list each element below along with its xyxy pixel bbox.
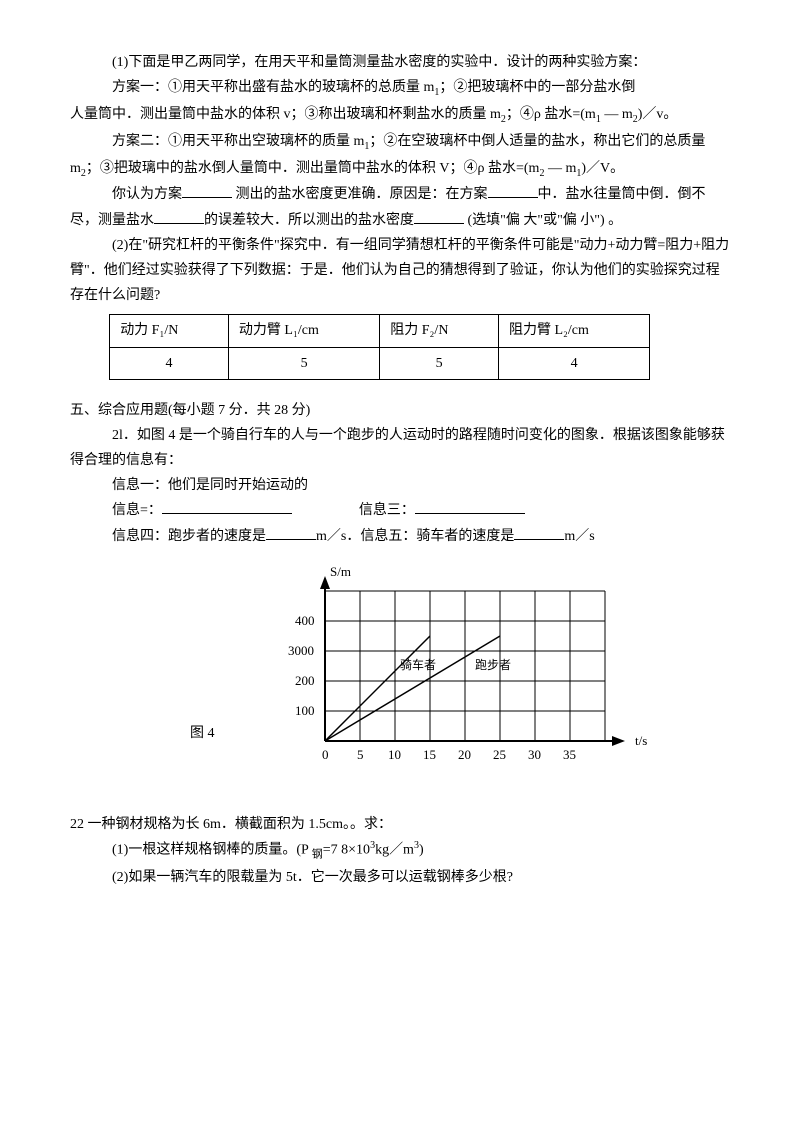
x-arrow-icon: [612, 736, 625, 746]
q1-p1: (1)下面是甲乙两同学，在用天平和量筒测量盐水密度的实验中．设计的两种实验方案：: [70, 50, 730, 75]
table-row: 4 5 5 4: [110, 347, 650, 379]
blank-info5[interactable]: [514, 525, 564, 540]
cyclist-line: [325, 636, 430, 741]
info3-label: 信息三：: [359, 503, 415, 518]
text: kg／m: [375, 843, 414, 858]
svg-text:3000: 3000: [288, 643, 314, 658]
section5-title: 五、综合应用题(每小题 7 分．共 28 分): [70, 398, 730, 423]
text: 方案二：①用天平称出空玻璃杯的质量 m: [112, 134, 364, 149]
blank-info2[interactable]: [162, 499, 292, 514]
text: 人量筒中．测出量筒中盐水的体积 v；③称出玻璃和杯剩盐水的质量 m: [70, 107, 501, 122]
th-l1: 动力臂 L₁/cm: [228, 315, 379, 347]
th-f1: 动力 F₁/N: [110, 315, 229, 347]
svg-text:0: 0: [322, 747, 329, 762]
svg-text:20: 20: [458, 747, 471, 762]
text: ；②把玻璃杯中的一部分盐水倒: [439, 80, 635, 95]
svg-text:10: 10: [388, 747, 401, 762]
q22-part2: (2)如果一辆汽车的限载量为 5t．它一次最多可以运载钢棒多少根?: [70, 865, 730, 890]
text: ；④ρ 盐水=(m: [506, 107, 596, 122]
td-f1: 4: [110, 347, 229, 379]
text: 测出的盐水密度更准确．原因是：在方案: [232, 187, 488, 202]
q1-plan1-line1: 方案一：①用天平称出盛有盐水的玻璃杯的总质量 m1；②把玻璃杯中的一部分盐水倒: [70, 75, 730, 102]
svg-text:35: 35: [563, 747, 576, 762]
lever-table: 动力 F₁/N 动力臂 L₁/cm 阻力 F₂/N 阻力臂 L₂/cm 4 5 …: [109, 314, 650, 379]
info4-unit: m／s．信息五：骑车者的速度是: [316, 529, 514, 544]
svg-text:25: 25: [493, 747, 506, 762]
y-axis-label: S/m: [330, 564, 351, 579]
chart-figure: 图 4 S/m 400 3000 200 100 0: [70, 561, 730, 790]
text: — m: [544, 161, 576, 176]
q22-intro: 22 一种钢材规格为长 6m．横截面积为 1.5cm。。求：: [70, 812, 730, 837]
sub-steel: 钢: [312, 849, 323, 861]
text: 方案一：①用天平称出盛有盐水的玻璃杯的总质量 m: [112, 80, 434, 95]
svg-text:400: 400: [295, 613, 315, 628]
svg-text:15: 15: [423, 747, 436, 762]
cyclist-label: 骑车者: [400, 657, 436, 672]
text: — m: [601, 107, 633, 122]
svg-text:30: 30: [528, 747, 541, 762]
runner-label: 跑步者: [475, 658, 511, 672]
q21-intro: 2l．如图 4 是一个骑自行车的人与一个跑步的人运动时的路程随时问变化的图象．根…: [70, 423, 730, 473]
q1-answer: 你认为方案 测出的盐水密度更准确．原因是：在方案中．盐水往量筒中倒．倒不尽，测量…: [70, 182, 730, 232]
text: 的误差较大．所以测出的盐水密度: [204, 213, 414, 228]
text: )／V。: [581, 161, 624, 176]
blank-plan2[interactable]: [488, 183, 538, 198]
distance-time-chart: S/m 400 3000 200 100 0 5 10: [250, 561, 680, 781]
q1-plan1-line2: 人量筒中．测出量筒中盐水的体积 v；③称出玻璃和杯剩盐水的质量 m2；④ρ 盐水…: [70, 102, 730, 129]
text: =7 8×10: [323, 843, 370, 858]
text: (选填"偏 大"或"偏 小") 。: [464, 213, 622, 228]
text: ；③把玻璃中的盐水倒人量筒中．测出量筒中盐水的体积 V；④ρ 盐水=(m: [86, 161, 540, 176]
text: ): [419, 843, 424, 858]
fig4-label: 图 4: [190, 721, 215, 746]
q22-part1: (1)一根这样规格钢棒的质量。(P 钢=7 8×103kg／m3): [70, 837, 730, 865]
info1: 信息一：他们是同时开始运动的: [70, 473, 730, 498]
svg-text:5: 5: [357, 747, 364, 762]
q1-plan2: 方案二：①用天平称出空玻璃杯的质量 m1；②在空玻璃杯中倒人适量的盐水，称出它们…: [70, 129, 730, 183]
text: )／v。: [638, 107, 678, 122]
info23: 信息=： 信息三：: [70, 498, 730, 523]
svg-text:100: 100: [295, 703, 315, 718]
blank-bias[interactable]: [414, 209, 464, 224]
th-l2: 阻力臂 L₂/cm: [498, 315, 649, 347]
x-axis-label: t/s: [635, 733, 647, 748]
th-f2: 阻力 F₂/N: [380, 315, 499, 347]
text: 你认为方案: [112, 187, 182, 202]
info4-label: 信息四：跑步者的速度是: [112, 529, 266, 544]
td-f2: 5: [380, 347, 499, 379]
info5-unit: m／s: [564, 529, 594, 544]
blank-err[interactable]: [154, 209, 204, 224]
info2-label: 信息=：: [112, 503, 162, 518]
info45: 信息四：跑步者的速度是 m／s．信息五：骑车者的速度是 m／s: [70, 524, 730, 549]
svg-text:200: 200: [295, 673, 315, 688]
blank-info4[interactable]: [266, 525, 316, 540]
td-l2: 4: [498, 347, 649, 379]
blank-plan[interactable]: [182, 183, 232, 198]
table-header-row: 动力 F₁/N 动力臂 L₁/cm 阻力 F₂/N 阻力臂 L₂/cm: [110, 315, 650, 347]
runner-line: [325, 636, 500, 741]
td-l1: 5: [228, 347, 379, 379]
blank-info3[interactable]: [415, 499, 525, 514]
q1-part2: (2)在"研究杠杆的平衡条件"探究中．有一组同学猜想杠杆的平衡条件可能是"动力+…: [70, 233, 730, 309]
text: (1)一根这样规格钢棒的质量。(P: [112, 843, 312, 858]
y-arrow-icon: [320, 576, 330, 589]
